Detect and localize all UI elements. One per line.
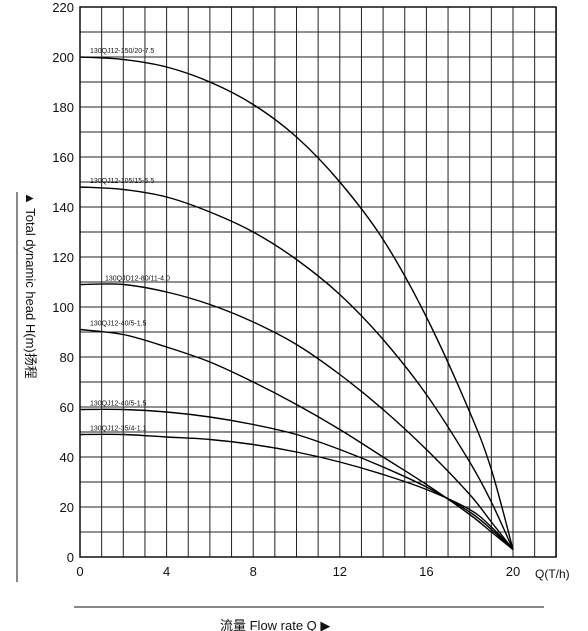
curve-5 — [79, 408, 514, 551]
y-tick-label: 200 — [52, 50, 74, 65]
curve-2 — [79, 186, 514, 550]
y-tick-label: 140 — [52, 200, 74, 215]
curve-label-1: 130QJ12-150/20-7.5 — [90, 48, 154, 55]
curve-label-4: 130QJ12-40/5-1.5 — [90, 321, 147, 328]
x-tick-label: 16 — [419, 564, 433, 579]
curve-3 — [79, 283, 514, 550]
y-axis-title: ▲ Total dynamic head H(m)扬程 — [23, 192, 38, 379]
y-tick-label: 160 — [52, 150, 74, 165]
y-tick-label: 40 — [60, 450, 74, 465]
curve-label-2: 130QJ12-105/15-5.5 — [90, 178, 154, 185]
performance-curves — [79, 56, 514, 551]
y-tick-label: 220 — [52, 0, 74, 15]
curve-6 — [79, 433, 514, 550]
curve-label-3: 130QJD12-80/11-4.0 — [105, 276, 170, 283]
x-tick-label: 12 — [333, 564, 347, 579]
curve-1 — [79, 56, 514, 550]
y-tick-label: 120 — [52, 250, 74, 265]
x-tick-label: 8 — [250, 564, 257, 579]
y-tick-label: 100 — [52, 300, 74, 315]
curve-4 — [79, 328, 514, 551]
x-tick-label: 20 — [506, 564, 520, 579]
x-tick-label: 0 — [76, 564, 83, 579]
grid — [79, 6, 557, 558]
curve-label-6: 130QJ12-35/4-1.1 — [90, 426, 147, 433]
y-tick-label: 180 — [52, 100, 74, 115]
y-tick-label: 0 — [67, 550, 74, 565]
x-axis-title: 流量 Flow rate Q ▶ — [220, 618, 330, 631]
curve-labels: 130QJ12-150/20-7.5 130QJ12-105/15-5.5 130Q… — [90, 48, 170, 433]
tick-labels: 0 20 40 60 80 100 120 140 160 180 200 220 0 4 8 12 16 20 — [52, 0, 520, 579]
y-tick-label: 60 — [60, 400, 74, 415]
x-unit-label: Q(T/h) — [535, 567, 570, 581]
y-tick-label: 80 — [60, 350, 74, 365]
plot-frame — [79, 6, 557, 558]
x-tick-label: 4 — [163, 564, 170, 579]
y-tick-label: 20 — [60, 500, 74, 515]
curve-label-5: 130QJ12-40/5-1.5 — [90, 401, 147, 408]
